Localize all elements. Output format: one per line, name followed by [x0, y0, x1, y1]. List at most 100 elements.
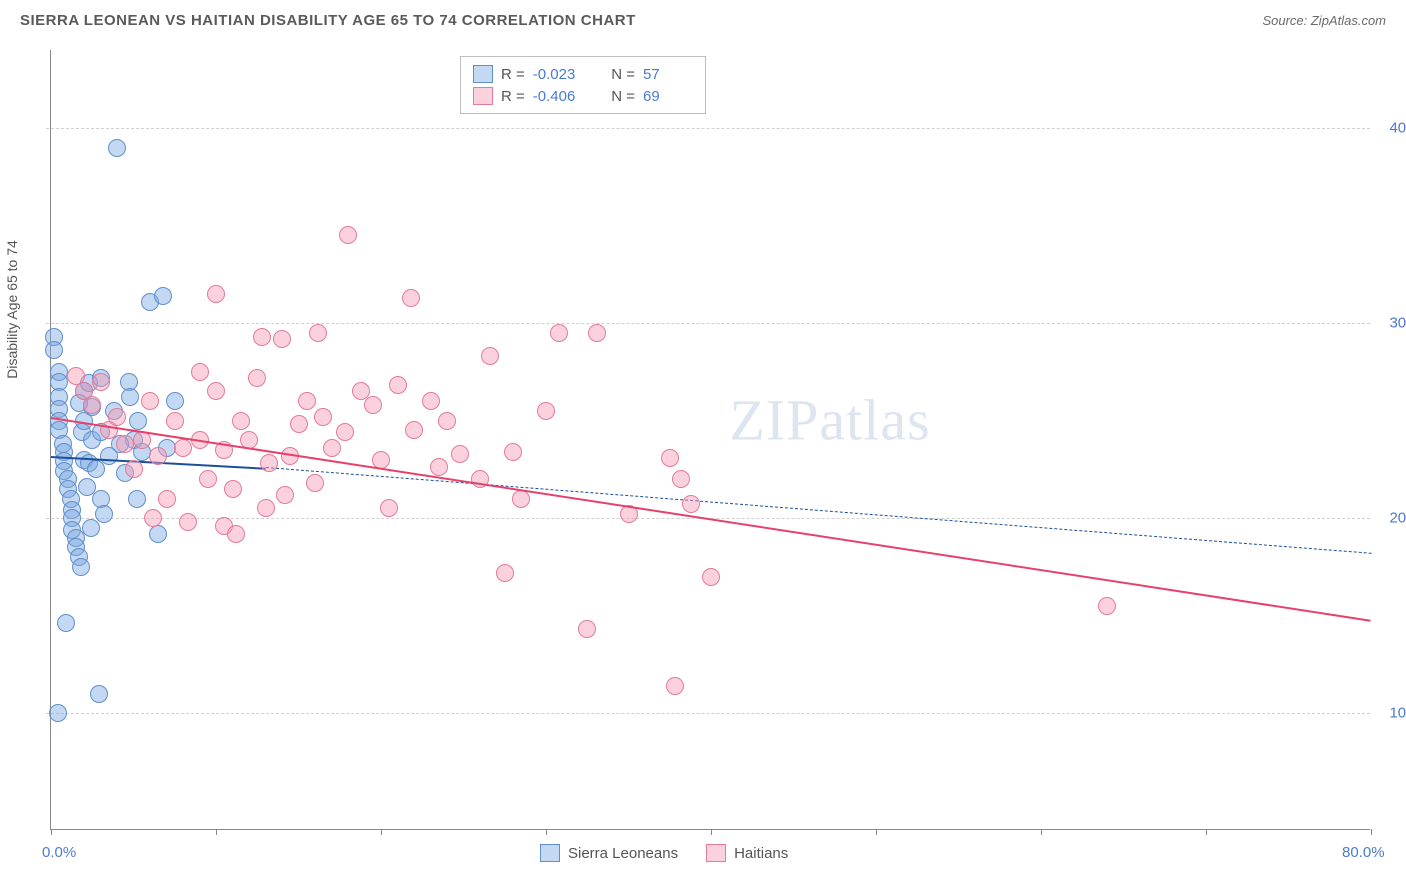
trend-line: [265, 467, 1371, 554]
x-tick: [876, 829, 877, 835]
data-point: [666, 677, 684, 695]
data-point: [290, 415, 308, 433]
data-point: [257, 499, 275, 517]
y-tick-label: 40.0%: [1389, 120, 1406, 137]
stat-r-value: -0.023: [533, 66, 583, 83]
data-point: [191, 363, 209, 381]
data-point: [276, 486, 294, 504]
data-point: [72, 558, 90, 576]
x-tick: [381, 829, 382, 835]
data-point: [227, 525, 245, 543]
data-point: [481, 347, 499, 365]
stat-r-value: -0.406: [533, 88, 583, 105]
data-point: [149, 447, 167, 465]
data-point: [154, 287, 172, 305]
data-point: [389, 376, 407, 394]
data-point: [45, 341, 63, 359]
series-legend: Sierra Leoneans Haitians: [540, 844, 788, 862]
legend-item: Sierra Leoneans: [540, 844, 678, 862]
stat-n-value: 69: [643, 88, 693, 105]
data-point: [248, 369, 266, 387]
data-point: [87, 460, 105, 478]
data-point: [95, 505, 113, 523]
data-point: [232, 412, 250, 430]
stat-r-label: R =: [501, 88, 525, 105]
data-point: [504, 443, 522, 461]
data-point: [273, 330, 291, 348]
data-point: [179, 513, 197, 531]
data-point: [207, 382, 225, 400]
data-point: [438, 412, 456, 430]
data-point: [550, 324, 568, 342]
data-point: [166, 412, 184, 430]
data-point: [405, 421, 423, 439]
x-tick: [1206, 829, 1207, 835]
data-point: [141, 392, 159, 410]
data-point: [158, 490, 176, 508]
data-point: [364, 396, 382, 414]
data-point: [306, 474, 324, 492]
data-point: [166, 392, 184, 410]
data-point: [380, 499, 398, 517]
legend-swatch: [706, 844, 726, 862]
x-tick: [51, 829, 52, 835]
x-tick: [216, 829, 217, 835]
legend-swatch: [473, 65, 493, 83]
data-point: [57, 614, 75, 632]
data-point: [83, 396, 101, 414]
legend-series-label: Sierra Leoneans: [568, 845, 678, 862]
y-tick-label: 10.0%: [1389, 705, 1406, 722]
gridline: [46, 323, 1370, 324]
data-point: [174, 439, 192, 457]
y-tick-label: 20.0%: [1389, 510, 1406, 527]
data-point: [702, 568, 720, 586]
data-point: [199, 470, 217, 488]
data-point: [422, 392, 440, 410]
data-point: [672, 470, 690, 488]
data-point: [129, 412, 147, 430]
data-point: [588, 324, 606, 342]
data-point: [149, 525, 167, 543]
stat-n-label: N =: [611, 66, 635, 83]
scatter-plot-area: 10.0%20.0%30.0%40.0%: [50, 50, 1370, 830]
data-point: [49, 704, 67, 722]
data-point: [339, 226, 357, 244]
legend-series-label: Haitians: [734, 845, 788, 862]
data-point: [323, 439, 341, 457]
stat-n-label: N =: [611, 88, 635, 105]
x-tick: [546, 829, 547, 835]
data-point: [496, 564, 514, 582]
data-point: [260, 454, 278, 472]
x-tick: [1371, 829, 1372, 835]
data-point: [314, 408, 332, 426]
data-point: [253, 328, 271, 346]
source-label: Source: ZipAtlas.com: [1262, 13, 1386, 28]
data-point: [82, 519, 100, 537]
gridline: [46, 713, 1370, 714]
data-point: [108, 139, 126, 157]
data-point: [125, 460, 143, 478]
x-tick-label: 0.0%: [42, 844, 76, 861]
data-point: [224, 480, 242, 498]
stat-n-value: 57: [643, 66, 693, 83]
x-tick: [711, 829, 712, 835]
data-point: [128, 490, 146, 508]
data-point: [661, 449, 679, 467]
data-point: [92, 373, 110, 391]
data-point: [578, 620, 596, 638]
legend-swatch: [473, 87, 493, 105]
correlation-legend: R = -0.023 N = 57 R = -0.406 N = 69: [460, 56, 706, 114]
data-point: [90, 685, 108, 703]
stat-r-label: R =: [501, 66, 525, 83]
data-point: [682, 495, 700, 513]
data-point: [451, 445, 469, 463]
data-point: [207, 285, 225, 303]
data-point: [402, 289, 420, 307]
gridline: [46, 128, 1370, 129]
data-point: [430, 458, 448, 476]
data-point: [309, 324, 327, 342]
data-point: [116, 435, 134, 453]
data-point: [336, 423, 354, 441]
legend-item: Haitians: [706, 844, 788, 862]
data-point: [298, 392, 316, 410]
